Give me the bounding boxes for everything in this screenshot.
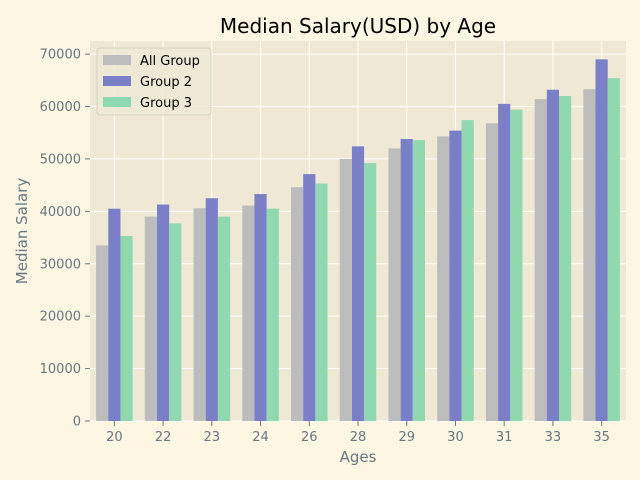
bar-group-2 xyxy=(351,146,365,421)
x-tick-label: 24 xyxy=(252,430,269,445)
bar-all-group xyxy=(388,148,401,421)
bars xyxy=(96,59,620,422)
legend-label: All Group xyxy=(140,54,200,69)
y-axis-label: Median Salary xyxy=(13,178,31,285)
legend-swatch xyxy=(103,55,131,65)
bar-group-3 xyxy=(510,109,523,421)
bar-group-3 xyxy=(412,140,425,421)
bar-all-group xyxy=(485,123,499,421)
bar-group-2 xyxy=(546,89,559,422)
x-axis-label: Ages xyxy=(340,448,377,466)
bar-group-2 xyxy=(303,174,316,421)
bar-group-3 xyxy=(364,163,377,421)
x-tick-label: 28 xyxy=(350,430,367,445)
x-tick-label: 31 xyxy=(496,430,513,445)
bar-group-2 xyxy=(157,204,170,421)
bar-all-group xyxy=(193,208,206,421)
bar-group-3 xyxy=(120,235,133,421)
bar-group-2 xyxy=(254,194,267,421)
legend: All Group Group 2 Group 3 xyxy=(96,47,212,116)
y-tick-label: 50000 xyxy=(40,152,81,167)
y-tick-label: 10000 xyxy=(40,362,81,377)
bar-all-group xyxy=(534,99,547,421)
bar-all-group xyxy=(96,245,109,421)
bar-all-group xyxy=(242,205,255,421)
x-tick-label: 20 xyxy=(106,430,123,445)
legend-label: Group 2 xyxy=(140,75,192,90)
x-tick-label: 29 xyxy=(398,430,415,445)
bar-group-3 xyxy=(315,183,328,421)
x-tick-label: 35 xyxy=(593,430,610,445)
y-tick-label: 30000 xyxy=(40,257,81,272)
bar-group-3 xyxy=(217,216,231,421)
bar-group-3 xyxy=(266,208,279,421)
x-axis-ticks: 20 22 23 24 26 28 29 30 31 33 35 xyxy=(106,421,610,445)
bar-all-group xyxy=(291,187,304,421)
bar-group-3 xyxy=(607,78,620,421)
bar-group-2 xyxy=(449,130,462,422)
legend-swatch xyxy=(103,97,131,107)
bar-group-3 xyxy=(461,120,474,421)
bar-group-2 xyxy=(205,198,218,421)
bar-all-group xyxy=(437,136,450,421)
bar-all-group xyxy=(583,89,596,421)
x-tick-label: 23 xyxy=(204,430,221,445)
chart-title: Median Salary(USD) by Age xyxy=(220,14,496,38)
x-tick-label: 33 xyxy=(545,430,562,445)
bar-group-3 xyxy=(559,96,572,421)
y-tick-label: 0 xyxy=(73,415,81,430)
y-axis-ticks: 0 10000 20000 30000 40000 50000 60000 70000 xyxy=(40,48,90,430)
x-tick-label: 22 xyxy=(155,430,172,445)
bar-group-2 xyxy=(595,59,608,422)
bar-all-group xyxy=(144,216,157,421)
y-tick-label: 60000 xyxy=(40,100,81,115)
x-tick-label: 26 xyxy=(301,430,318,445)
bar-group-2 xyxy=(108,208,121,421)
bar-all-group xyxy=(339,158,352,421)
bar-group-2 xyxy=(498,103,511,422)
x-tick-label: 30 xyxy=(447,430,464,445)
y-tick-label: 70000 xyxy=(40,48,81,63)
y-tick-label: 20000 xyxy=(40,310,81,325)
y-tick-label: 40000 xyxy=(40,205,81,220)
bar-group-2 xyxy=(400,139,413,421)
bar-group-3 xyxy=(169,223,182,421)
legend-swatch xyxy=(103,76,131,86)
legend-label: Group 3 xyxy=(140,96,192,111)
